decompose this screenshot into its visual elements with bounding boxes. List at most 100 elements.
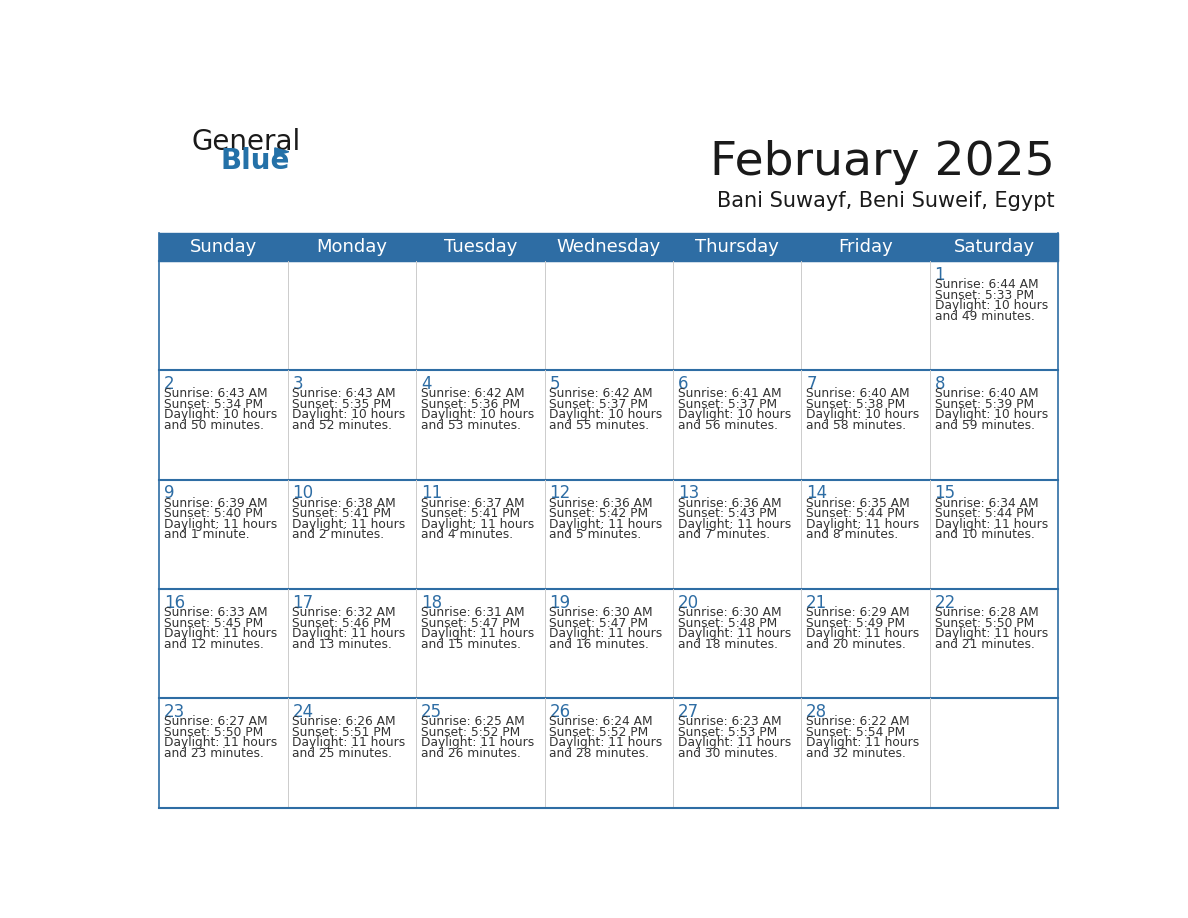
Text: Sunrise: 6:24 AM: Sunrise: 6:24 AM [549, 715, 653, 728]
Text: Tuesday: Tuesday [444, 238, 517, 256]
Text: Daylight: 11 hours: Daylight: 11 hours [807, 736, 920, 749]
Bar [416, 261, 544, 371]
Text: Daylight: 11 hours: Daylight: 11 hours [807, 627, 920, 640]
Text: 18: 18 [421, 594, 442, 611]
Text: Daylight: 11 hours: Daylight: 11 hours [807, 518, 920, 531]
Text: Sunset: 5:38 PM: Sunset: 5:38 PM [807, 397, 905, 411]
Text: Daylight: 11 hours: Daylight: 11 hours [292, 518, 405, 531]
Text: Sunrise: 6:38 AM: Sunrise: 6:38 AM [292, 497, 396, 509]
Bar [159, 233, 1059, 261]
Text: Daylight: 10 hours: Daylight: 10 hours [677, 409, 791, 421]
Text: and 26 minutes.: and 26 minutes. [421, 747, 520, 760]
Text: Sunrise: 6:27 AM: Sunrise: 6:27 AM [164, 715, 267, 728]
Text: Sunset: 5:53 PM: Sunset: 5:53 PM [677, 726, 777, 739]
Text: Sunrise: 6:30 AM: Sunrise: 6:30 AM [549, 606, 653, 619]
Text: Sunset: 5:42 PM: Sunset: 5:42 PM [549, 508, 649, 521]
Text: 7: 7 [807, 375, 816, 393]
Text: Sunset: 5:40 PM: Sunset: 5:40 PM [164, 508, 263, 521]
Text: 14: 14 [807, 485, 827, 502]
Text: 28: 28 [807, 703, 827, 721]
Text: Daylight: 11 hours: Daylight: 11 hours [549, 736, 663, 749]
Text: Sunset: 5:41 PM: Sunset: 5:41 PM [421, 508, 520, 521]
Text: Bani Suwayf, Beni Suweif, Egypt: Bani Suwayf, Beni Suweif, Egypt [716, 191, 1055, 211]
Text: Daylight: 11 hours: Daylight: 11 hours [677, 627, 791, 640]
Bar [802, 589, 930, 699]
Text: Daylight: 11 hours: Daylight: 11 hours [164, 627, 277, 640]
Text: and 23 minutes.: and 23 minutes. [164, 747, 264, 760]
Text: Sunset: 5:35 PM: Sunset: 5:35 PM [292, 397, 392, 411]
Text: and 12 minutes.: and 12 minutes. [164, 637, 264, 651]
Text: 11: 11 [421, 485, 442, 502]
Bar [802, 480, 930, 589]
Text: and 32 minutes.: and 32 minutes. [807, 747, 906, 760]
Text: Sunset: 5:37 PM: Sunset: 5:37 PM [549, 397, 649, 411]
Text: 26: 26 [549, 703, 570, 721]
Text: 13: 13 [677, 485, 699, 502]
Bar [930, 699, 1059, 808]
Text: February 2025: February 2025 [709, 140, 1055, 185]
Bar [159, 589, 287, 699]
Text: Monday: Monday [316, 238, 387, 256]
Text: Sunset: 5:48 PM: Sunset: 5:48 PM [677, 617, 777, 630]
Text: and 1 minute.: and 1 minute. [164, 528, 249, 542]
Bar [287, 480, 416, 589]
Text: 22: 22 [935, 594, 956, 611]
Text: Thursday: Thursday [695, 238, 779, 256]
Text: and 55 minutes.: and 55 minutes. [549, 419, 650, 431]
Text: Sunrise: 6:23 AM: Sunrise: 6:23 AM [677, 715, 782, 728]
Text: and 50 minutes.: and 50 minutes. [164, 419, 264, 431]
Text: 25: 25 [421, 703, 442, 721]
Text: Daylight: 11 hours: Daylight: 11 hours [549, 518, 663, 531]
Text: Sunrise: 6:28 AM: Sunrise: 6:28 AM [935, 606, 1038, 619]
Text: and 53 minutes.: and 53 minutes. [421, 419, 520, 431]
Text: Daylight: 11 hours: Daylight: 11 hours [549, 627, 663, 640]
Text: and 59 minutes.: and 59 minutes. [935, 419, 1035, 431]
Text: Daylight: 10 hours: Daylight: 10 hours [164, 409, 277, 421]
Text: Sunrise: 6:41 AM: Sunrise: 6:41 AM [677, 387, 782, 400]
Text: and 49 minutes.: and 49 minutes. [935, 309, 1035, 322]
Text: and 58 minutes.: and 58 minutes. [807, 419, 906, 431]
Text: 3: 3 [292, 375, 303, 393]
Text: Sunrise: 6:22 AM: Sunrise: 6:22 AM [807, 715, 910, 728]
Text: Daylight: 10 hours: Daylight: 10 hours [935, 409, 1048, 421]
Text: Daylight: 11 hours: Daylight: 11 hours [935, 627, 1048, 640]
Text: Sunset: 5:44 PM: Sunset: 5:44 PM [935, 508, 1034, 521]
Bar [416, 371, 544, 480]
Text: 4: 4 [421, 375, 431, 393]
Text: Sunset: 5:45 PM: Sunset: 5:45 PM [164, 617, 264, 630]
Text: Saturday: Saturday [954, 238, 1035, 256]
Text: Sunset: 5:54 PM: Sunset: 5:54 PM [807, 726, 905, 739]
Bar [416, 480, 544, 589]
Text: Daylight: 11 hours: Daylight: 11 hours [292, 627, 405, 640]
Text: Daylight: 11 hours: Daylight: 11 hours [421, 518, 535, 531]
Text: Sunrise: 6:43 AM: Sunrise: 6:43 AM [292, 387, 396, 400]
Text: Sunset: 5:44 PM: Sunset: 5:44 PM [807, 508, 905, 521]
Text: Sunrise: 6:26 AM: Sunrise: 6:26 AM [292, 715, 396, 728]
Text: Sunset: 5:52 PM: Sunset: 5:52 PM [549, 726, 649, 739]
Text: Sunrise: 6:40 AM: Sunrise: 6:40 AM [935, 387, 1038, 400]
Text: and 28 minutes.: and 28 minutes. [549, 747, 650, 760]
Text: 24: 24 [292, 703, 314, 721]
Text: Wednesday: Wednesday [557, 238, 661, 256]
Text: and 30 minutes.: and 30 minutes. [677, 747, 778, 760]
Bar [674, 371, 802, 480]
Bar [544, 261, 674, 371]
Bar [674, 699, 802, 808]
Text: Daylight: 10 hours: Daylight: 10 hours [292, 409, 405, 421]
Text: Daylight: 10 hours: Daylight: 10 hours [807, 409, 920, 421]
Text: 5: 5 [549, 375, 560, 393]
Bar [802, 261, 930, 371]
Text: 20: 20 [677, 594, 699, 611]
Text: Sunrise: 6:35 AM: Sunrise: 6:35 AM [807, 497, 910, 509]
Text: General: General [191, 129, 301, 156]
Bar [416, 589, 544, 699]
Bar [544, 589, 674, 699]
Text: Sunrise: 6:37 AM: Sunrise: 6:37 AM [421, 497, 524, 509]
Text: Sunset: 5:34 PM: Sunset: 5:34 PM [164, 397, 263, 411]
Bar [544, 371, 674, 480]
Text: 12: 12 [549, 485, 570, 502]
Text: Sunset: 5:52 PM: Sunset: 5:52 PM [421, 726, 520, 739]
Text: Daylight: 11 hours: Daylight: 11 hours [292, 736, 405, 749]
Text: and 18 minutes.: and 18 minutes. [677, 637, 778, 651]
Text: 10: 10 [292, 485, 314, 502]
